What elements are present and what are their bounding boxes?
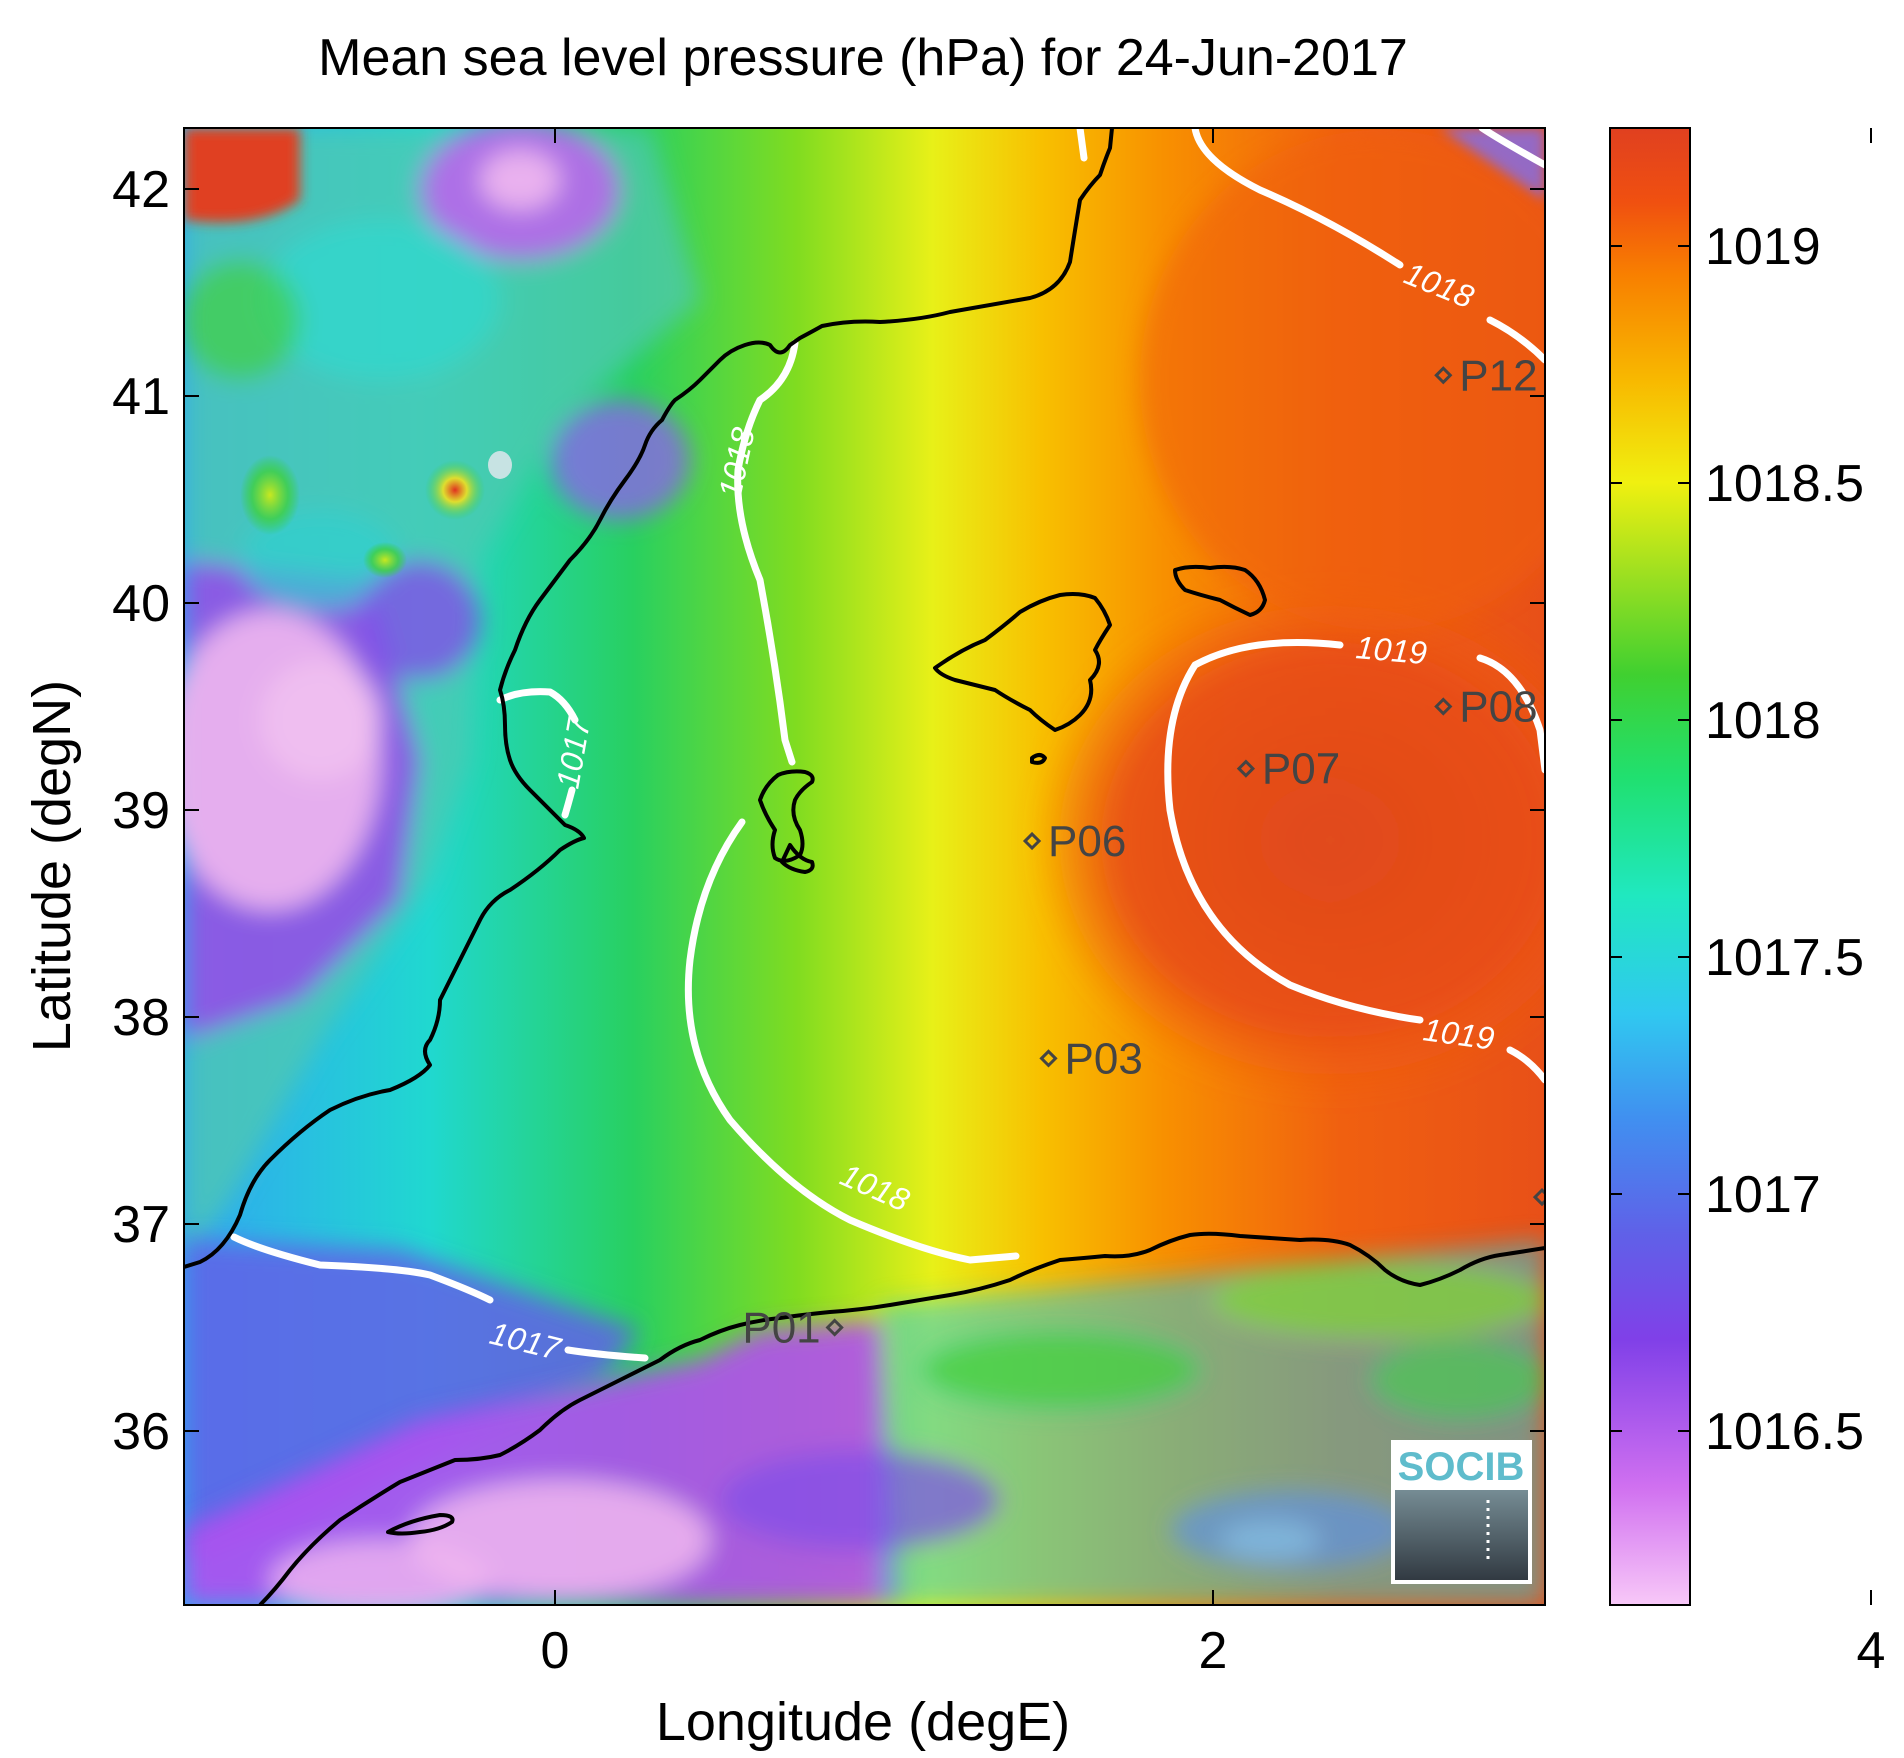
chart-title: Mean sea level pressure (hPa) for 24-Jun…: [318, 29, 1408, 87]
station-p07: P07: [1236, 745, 1340, 794]
x-tick-label: 2: [1199, 1622, 1228, 1680]
x-tick-label: 0: [541, 1622, 570, 1680]
colorbar-gradient: [1609, 127, 1691, 1606]
station-label: P07: [1262, 745, 1340, 794]
station-label: P12: [1459, 351, 1537, 400]
x-axis: -20246: [541, 128, 1886, 1680]
y-tick-label: 41: [112, 368, 170, 426]
x-tick-label: 4: [1857, 1622, 1886, 1680]
station-markers: P01P02P03P04P05P06P07P08P09P10P11P12: [742, 351, 1841, 1353]
colorbar: 1016.5 1017 1017.5 1018 1018.5 1019: [1609, 127, 1864, 1606]
station-p03: P03: [1039, 1034, 1143, 1083]
y-axis: 36 37 38 39 40 41 42: [112, 161, 1545, 1461]
y-axis-label: Latitude (degN): [22, 680, 82, 1052]
station-p08: P08: [1434, 683, 1538, 732]
coastlines: [184, 128, 1545, 1605]
contour-label-1019-north: 1019: [1354, 629, 1428, 671]
y-tick-label: 40: [112, 575, 170, 633]
x-axis-label: Longitude (degE): [656, 1692, 1070, 1752]
colorbar-tick-label: 1019: [1705, 218, 1821, 276]
station-label: P08: [1459, 683, 1537, 732]
station-p10: P10: [1763, 542, 1841, 612]
pressure-field: 1017 1017 1018 1018 1018 1019 1019: [184, 128, 1841, 1605]
station-p06: P06: [1022, 817, 1126, 866]
y-tick-label: 42: [112, 161, 170, 219]
contour-lines: [230, 128, 1545, 1362]
station-marker: [1532, 1187, 1545, 1207]
colorbar-ticks: 1016.5 1017 1017.5 1018 1018.5 1019: [1610, 218, 1864, 1461]
colorbar-tick-label: 1018: [1705, 692, 1821, 750]
y-tick-label: 36: [112, 1403, 170, 1461]
station-marker: [825, 1318, 844, 1337]
station-p12: P12: [1434, 351, 1538, 400]
station-marker: [1236, 759, 1256, 778]
station-label: P06: [1048, 817, 1126, 866]
colorbar-tick-label: 1018.5: [1705, 455, 1864, 513]
station-marker: [1732, 617, 1746, 631]
station-label: P03: [1065, 1034, 1143, 1083]
station-marker: [1434, 697, 1453, 716]
station-marker: [1039, 1049, 1058, 1068]
map-frame: [183, 127, 1546, 1606]
y-tick-label: 39: [112, 782, 170, 840]
station-label: P10: [1763, 542, 1841, 591]
station-label: P01: [742, 1304, 820, 1353]
colorbar-tick-label: 1016.5: [1705, 1403, 1864, 1461]
colorbar-tick-label: 1017: [1705, 1166, 1821, 1224]
colorbar-tick-label: 1017.5: [1705, 929, 1864, 987]
y-tick-label: 37: [112, 1196, 170, 1254]
station-marker: [1798, 598, 1812, 612]
socib-logo-text: SOCIB: [1398, 1445, 1525, 1489]
socib-logo: SOCIB: [1391, 1440, 1532, 1584]
y-tick-label: 38: [112, 989, 170, 1047]
station-marker: [1022, 831, 1042, 851]
station-p01: P01: [742, 1304, 844, 1353]
station-marker: [1434, 366, 1453, 385]
station-p02: P02: [1532, 1187, 1545, 1207]
